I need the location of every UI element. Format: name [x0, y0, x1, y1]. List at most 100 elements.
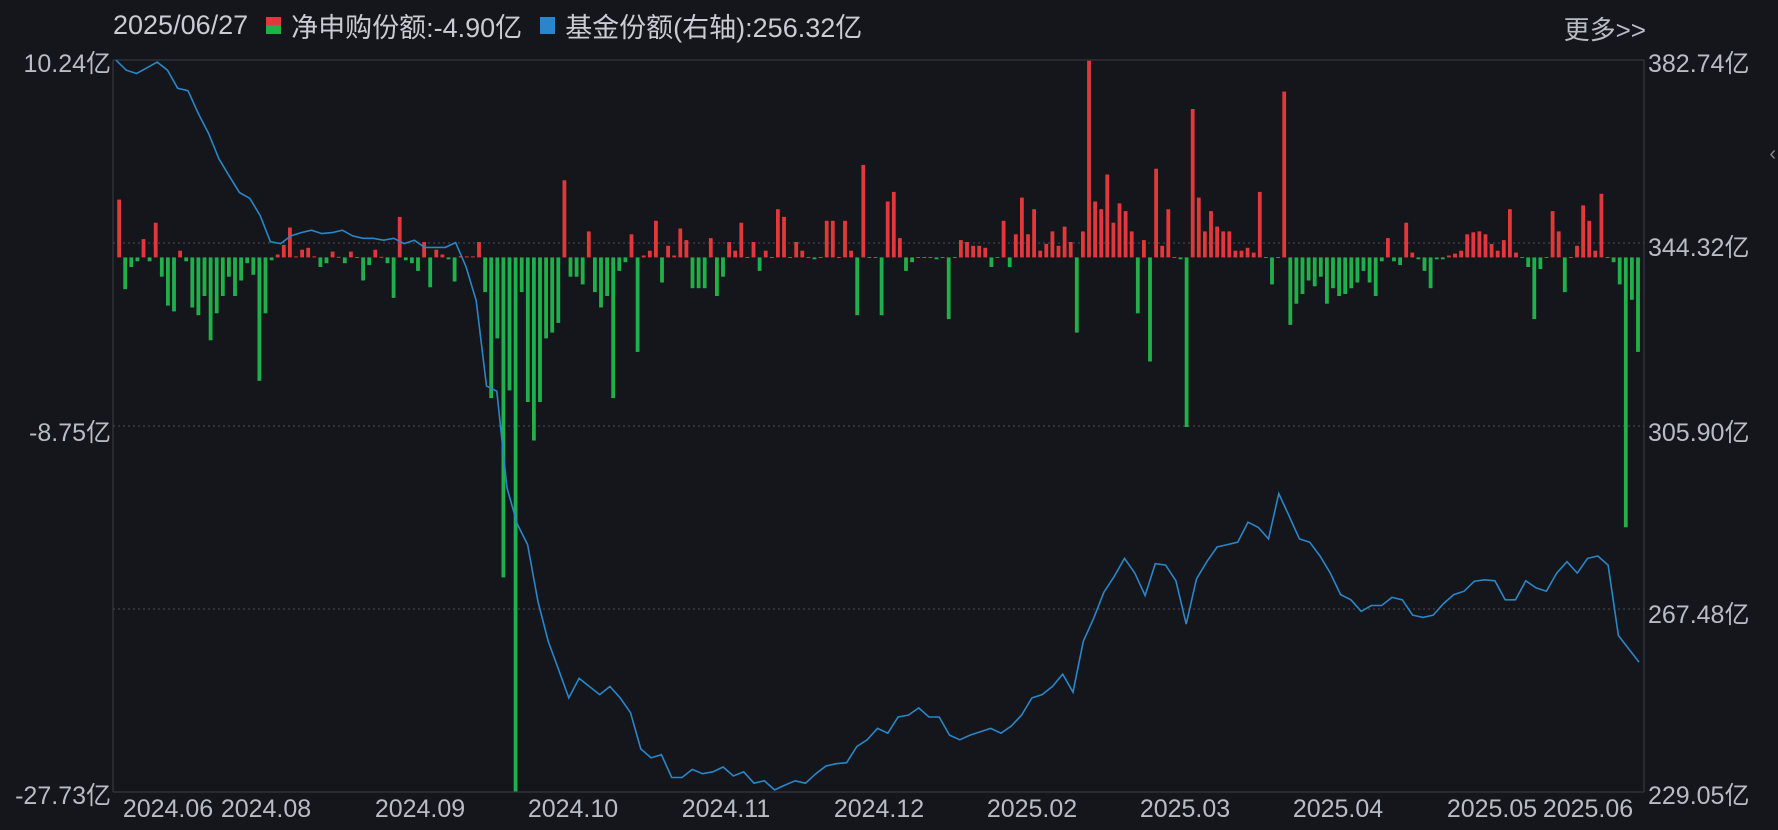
net-subscription-bar: [245, 257, 250, 264]
net-subscription-bar: [1587, 220, 1592, 258]
net-subscription-bar: [1093, 201, 1097, 258]
net-subscription-bar: [1264, 257, 1268, 258]
right-axis-tick: 229.05亿: [1648, 782, 1750, 810]
net-subscription-bar: [532, 257, 536, 441]
net-subscription-bar: [794, 242, 799, 258]
net-subscription-bar: [489, 257, 494, 399]
net-subscription-bar: [745, 257, 750, 258]
net-subscription-bar: [696, 257, 701, 289]
net-subscription-bar: [342, 257, 347, 264]
net-subscription-bar: [678, 228, 683, 258]
net-subscription-bar: [904, 257, 908, 271]
x-axis-tick: 2024.06: [122, 795, 214, 823]
net-subscription-bar: [1532, 257, 1537, 320]
net-subscription-bar: [1361, 257, 1366, 271]
net-subscription-bar: [1166, 209, 1171, 258]
net-subscription-bar: [330, 251, 335, 258]
net-subscription-bar: [1398, 257, 1402, 266]
x-axis-tick: 2024.11: [681, 795, 771, 823]
net-subscription-bar: [294, 256, 298, 258]
net-subscription-bar: [873, 257, 878, 258]
net-subscription-bar: [1337, 257, 1341, 296]
net-subscription-bar: [1471, 232, 1476, 258]
net-subscription-bar: [843, 220, 847, 258]
net-subscription-bar: [1001, 220, 1006, 258]
net-subscription-bar: [440, 254, 445, 258]
net-subscription-bar: [965, 242, 969, 258]
x-axis-tick: 2025.05: [1446, 795, 1538, 823]
net-subscription-bar: [782, 216, 786, 258]
net-subscription-bar: [654, 220, 658, 258]
net-subscription-bar: [940, 257, 945, 258]
net-subscription-bar: [983, 247, 988, 258]
net-subscription-bar: [1306, 257, 1311, 281]
net-subscription-bar: [1251, 252, 1256, 258]
net-subscription-bar: [159, 257, 164, 277]
net-subscription-bar: [605, 257, 609, 296]
net-subscription-bar: [641, 255, 646, 258]
net-subscription-bar: [349, 251, 353, 258]
net-subscription-bar: [1318, 257, 1323, 277]
net-subscription-bar: [757, 257, 762, 271]
x-axis-tick: 2024.08: [220, 795, 312, 823]
net-subscription-bar: [239, 257, 243, 281]
net-subscription-bar: [1276, 257, 1280, 258]
net-subscription-legend: 净申购份额:-4.90亿: [291, 13, 523, 43]
net-subscription-bar: [117, 199, 121, 258]
net-subscription-bar: [147, 257, 152, 262]
net-subscription-bar: [1117, 203, 1122, 258]
net-subscription-bar: [1410, 252, 1415, 258]
net-subscription-bar: [275, 254, 280, 258]
net-subscription-bar: [1611, 257, 1616, 263]
net-subscription-bar: [1062, 226, 1067, 258]
net-subscription-bar: [855, 257, 860, 316]
net-subscription-bar: [129, 257, 134, 267]
net-subscription-bar: [434, 249, 439, 258]
net-subscription-bar: [1623, 257, 1628, 528]
net-subscription-bar: [538, 257, 542, 402]
net-subscription-bar: [861, 164, 866, 258]
net-subscription-bar: [1111, 222, 1116, 258]
net-subscription-bar: [690, 257, 695, 289]
net-subscription-bar: [1270, 257, 1274, 285]
net-subscription-bar: [1190, 109, 1195, 258]
net-subscription-bar: [647, 250, 652, 258]
net-subscription-bar: [422, 242, 426, 258]
net-subscription-bar: [208, 257, 213, 341]
net-subscription-bar: [922, 257, 927, 258]
net-subscription-bar: [739, 222, 744, 258]
net-subscription-bar: [507, 257, 512, 391]
net-subscription-bar: [269, 257, 274, 261]
net-subscription-bar: [1447, 255, 1451, 258]
net-subscription-bar: [464, 256, 469, 258]
net-subscription-bar: [525, 257, 530, 402]
net-subscription-bar: [123, 257, 128, 290]
left-axis-tick: -8.75亿: [29, 419, 111, 447]
collapse-panel-chevron-icon[interactable]: ‹: [1769, 143, 1776, 165]
x-axis-tick: 2024.10: [527, 795, 619, 823]
more-button[interactable]: 更多>>: [1563, 15, 1646, 45]
net-subscription-bar: [971, 245, 975, 258]
net-subscription-bar: [599, 257, 603, 308]
net-subscription-bar: [849, 250, 853, 258]
net-subscription-bar: [1556, 231, 1561, 258]
x-axis-tick: 2025.04: [1292, 795, 1384, 823]
net-subscription-bar: [1239, 250, 1244, 258]
net-subscription-bar: [471, 256, 475, 258]
net-subscription-bar: [403, 257, 408, 261]
net-subscription-bar: [629, 234, 634, 258]
net-subscription-bar: [214, 257, 219, 314]
net-subscription-bar: [1544, 257, 1549, 258]
net-subscription-bar: [1068, 242, 1073, 258]
net-subscription-bar: [568, 257, 573, 277]
x-axis-tick: 2025.02: [986, 795, 1078, 823]
left-axis-tick: 10.24亿: [23, 50, 111, 78]
net-subscription-bar: [1020, 197, 1024, 258]
net-subscription-bar: [410, 257, 414, 264]
net-subscription-bar: [446, 257, 451, 260]
net-subscription-bar: [227, 257, 231, 277]
net-subscription-bar: [184, 257, 189, 262]
net-subscription-bar: [220, 257, 225, 296]
net-subscription-bar: [1142, 240, 1146, 258]
